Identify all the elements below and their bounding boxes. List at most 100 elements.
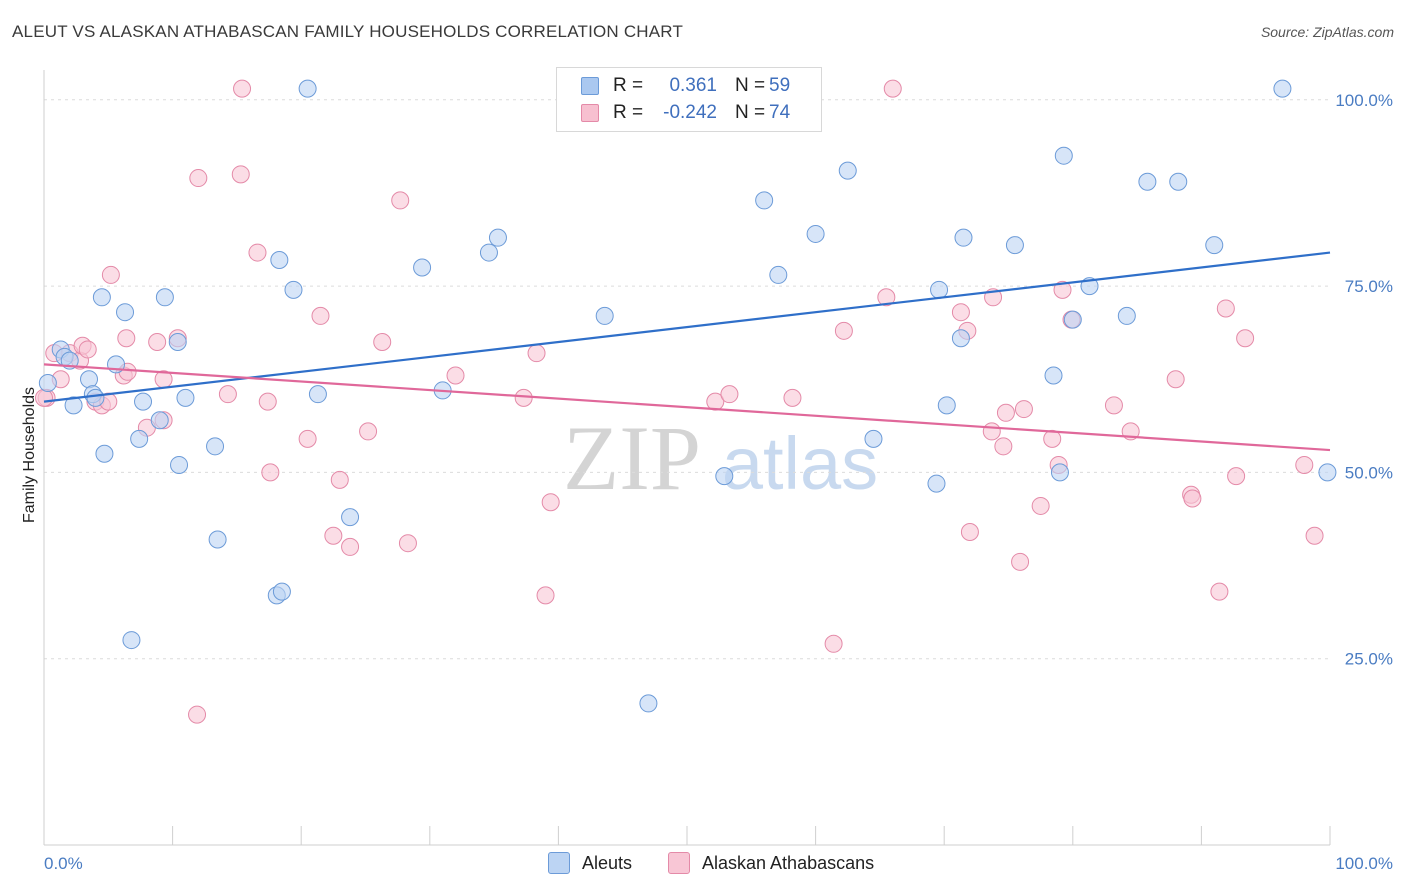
aleuts-point <box>864 429 883 448</box>
aleuts-point <box>954 228 973 247</box>
aleuts-point <box>838 161 857 180</box>
athabascans-point <box>359 422 378 441</box>
athabascans-point <box>148 332 167 351</box>
athabascans-point <box>258 392 277 411</box>
athabascans-point <box>877 288 896 307</box>
athabascans-point <box>188 705 207 724</box>
athabascans-point <box>35 388 53 407</box>
y-tick-label: 25.0% <box>1345 650 1393 669</box>
aleuts-point <box>341 508 360 527</box>
athabascans-point <box>261 463 280 482</box>
athabascans-point <box>324 526 343 545</box>
athabascans-point <box>1011 552 1030 571</box>
aleuts-point <box>1063 310 1082 329</box>
aleuts-point <box>130 429 149 448</box>
axes <box>43 70 1331 846</box>
aleuts-point <box>1044 366 1063 385</box>
athabascans-point <box>391 191 410 210</box>
watermark-zip: ZIP <box>563 407 701 509</box>
n-value: 59 <box>769 75 791 96</box>
athabascans-point <box>824 634 843 653</box>
r-label: R = <box>613 102 644 123</box>
aleuts-point <box>769 265 788 284</box>
athabascans-point <box>117 329 136 348</box>
aleuts-point <box>1138 172 1157 191</box>
athabascans-point <box>1236 329 1255 348</box>
aleuts-point <box>64 396 83 415</box>
athabascans-point <box>233 79 252 98</box>
x-tick-label: 100.0% <box>1335 854 1393 873</box>
aleuts-point <box>208 530 227 549</box>
aleuts-point <box>155 288 174 307</box>
athabascans-point <box>101 265 120 284</box>
aleuts-swatch <box>581 77 599 95</box>
r-value: 0.361 <box>669 75 717 96</box>
athabascans-point <box>1210 582 1229 601</box>
athabascans-point <box>189 169 208 188</box>
athabascans-point <box>1183 489 1202 508</box>
aleuts-point <box>1318 463 1337 482</box>
aleuts-point <box>95 444 114 463</box>
athabascans-point <box>1166 370 1185 389</box>
athabascans-trend-line <box>43 363 1331 452</box>
aleuts-point <box>38 373 57 392</box>
athabascans-legend-swatch <box>668 852 690 874</box>
aleuts-point <box>806 224 825 243</box>
athabascans-point <box>446 366 465 385</box>
chart-title: ALEUT VS ALASKAN ATHABASCAN FAMILY HOUSE… <box>12 22 684 41</box>
aleuts-point <box>284 280 303 299</box>
athabascans-point <box>1295 455 1314 474</box>
athabascans-point <box>536 586 555 605</box>
aleuts-point <box>168 332 187 351</box>
aleuts-point <box>937 396 956 415</box>
athabascans-point <box>783 388 802 407</box>
n-value: 74 <box>769 102 791 123</box>
athabascans-point <box>218 385 237 404</box>
athabascans-point <box>1216 299 1235 318</box>
athabascans-point <box>834 321 853 340</box>
athabascans-points <box>35 79 1324 724</box>
aleuts-point <box>639 694 658 713</box>
athabascans-point <box>1227 467 1246 486</box>
r-label: R = <box>613 75 644 96</box>
y-tick-label: 100.0% <box>1335 91 1393 110</box>
y-tick-label: 50.0% <box>1345 463 1393 482</box>
aleuts-point <box>150 411 169 430</box>
watermark-atlas: atlas <box>722 422 878 505</box>
aleuts-point <box>122 631 141 650</box>
aleuts-point <box>595 306 614 325</box>
athabascans-point <box>78 340 97 359</box>
athabascans-point <box>514 388 533 407</box>
aleuts-point <box>272 582 291 601</box>
athabascans-point <box>883 79 902 98</box>
athabascans-point <box>398 534 417 553</box>
aleuts-point <box>206 437 225 456</box>
aleuts-point <box>270 251 289 270</box>
athabascans-point <box>541 493 560 512</box>
aleuts-point <box>134 392 153 411</box>
aleuts-trend-line <box>43 251 1331 403</box>
y-tick-labels: 25.0% 50.0% 75.0% 100.0% <box>1335 91 1393 669</box>
athabascans-point <box>341 537 360 556</box>
athabascans-point <box>1305 526 1324 545</box>
aleuts-point <box>80 370 99 389</box>
zipatlas-watermark: ZIP atlas <box>563 407 878 509</box>
aleuts-points <box>38 79 1337 713</box>
n-label: N = <box>735 75 766 96</box>
aleuts-point <box>1050 463 1069 482</box>
athabascans-point <box>1014 400 1033 419</box>
aleuts-point <box>298 79 317 98</box>
aleuts-point <box>176 388 195 407</box>
gridlines <box>44 99 1330 660</box>
trend-lines <box>43 251 1331 452</box>
aleuts-point <box>1054 146 1073 165</box>
aleuts-point <box>1117 306 1136 325</box>
aleuts-point <box>488 228 507 247</box>
aleuts-point <box>308 385 327 404</box>
athabascans-point <box>311 306 330 325</box>
athabascans-legend-label: Alaskan Athabascans <box>702 852 875 873</box>
athabascans-point <box>1043 429 1062 448</box>
athabascans-point <box>1053 280 1072 299</box>
legend-aleuts: Aleuts <box>548 852 632 874</box>
